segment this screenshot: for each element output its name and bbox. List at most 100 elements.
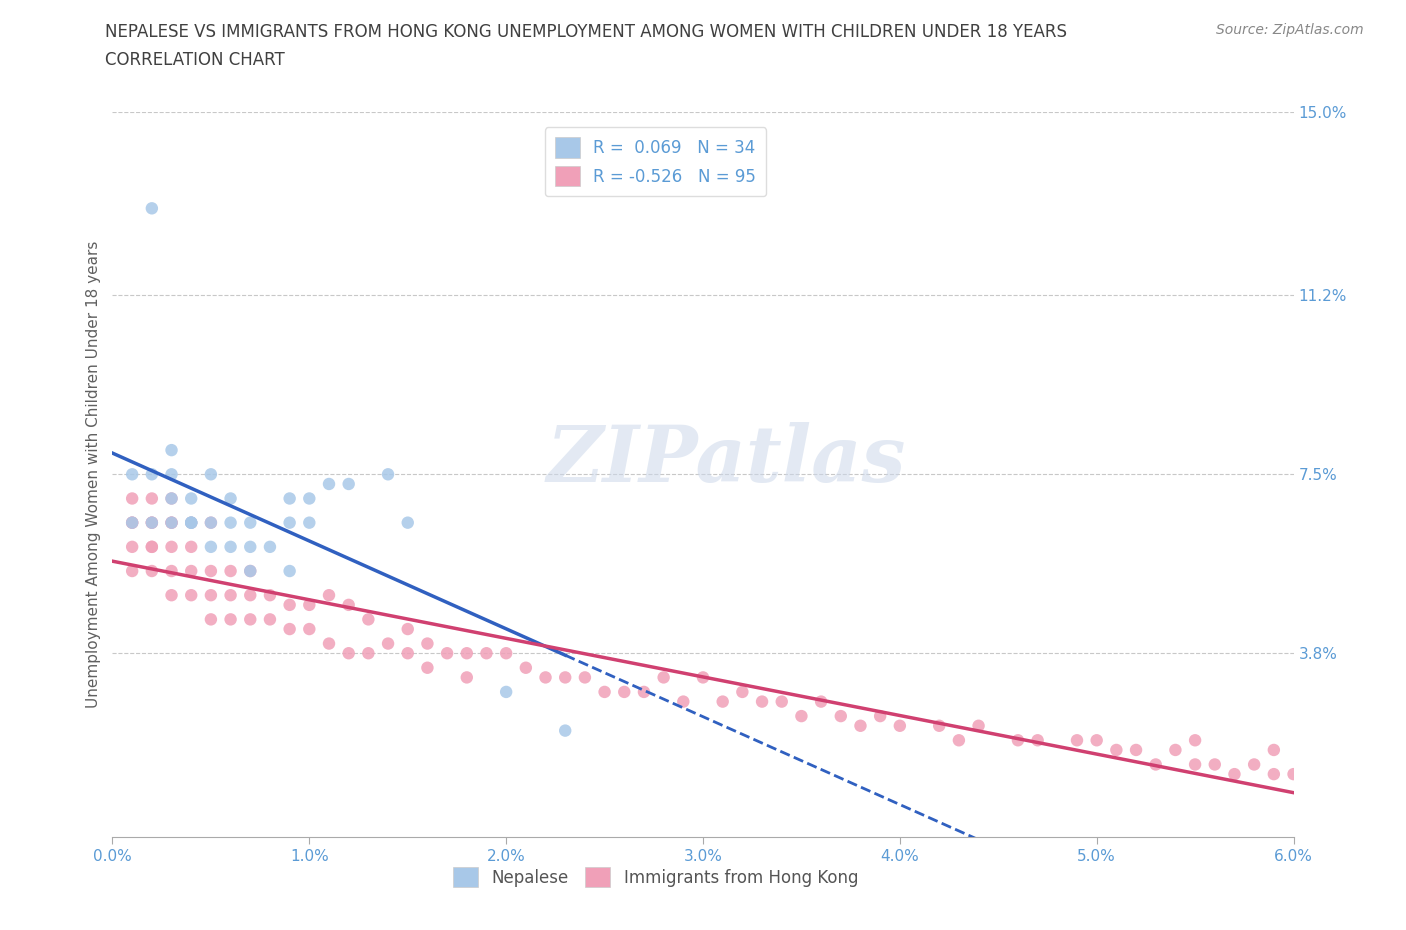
Point: [377, 467, 399, 482]
Point: [731, 684, 754, 699]
Point: [456, 645, 478, 660]
Point: [219, 539, 242, 554]
Point: [141, 467, 163, 482]
Point: [1066, 733, 1088, 748]
Point: [121, 515, 143, 530]
Point: [200, 515, 222, 530]
Y-axis label: Unemployment Among Women with Children Under 18 years: Unemployment Among Women with Children U…: [86, 241, 101, 708]
Point: [180, 564, 202, 578]
Point: [239, 564, 262, 578]
Point: [180, 491, 202, 506]
Point: [160, 467, 183, 482]
Point: [219, 564, 242, 578]
Point: [160, 515, 183, 530]
Point: [1105, 742, 1128, 757]
Point: [141, 201, 163, 216]
Point: [239, 612, 262, 627]
Point: [318, 636, 340, 651]
Text: Source: ZipAtlas.com: Source: ZipAtlas.com: [1216, 23, 1364, 37]
Point: [121, 539, 143, 554]
Point: [239, 539, 262, 554]
Point: [574, 670, 596, 684]
Point: [1085, 733, 1108, 748]
Point: [160, 515, 183, 530]
Point: [830, 709, 852, 724]
Point: [416, 660, 439, 675]
Point: [436, 645, 458, 660]
Point: [121, 467, 143, 482]
Point: [160, 491, 183, 506]
Point: [121, 515, 143, 530]
Point: [1125, 742, 1147, 757]
Text: CORRELATION CHART: CORRELATION CHART: [105, 51, 285, 69]
Point: [1184, 757, 1206, 772]
Point: [180, 588, 202, 603]
Point: [672, 694, 695, 709]
Point: [1282, 766, 1305, 781]
Point: [121, 491, 143, 506]
Point: [1243, 757, 1265, 772]
Point: [416, 636, 439, 651]
Point: [121, 564, 143, 578]
Text: ZIPatlas: ZIPatlas: [547, 421, 907, 498]
Point: [554, 670, 576, 684]
Point: [1263, 766, 1285, 781]
Point: [219, 588, 242, 603]
Point: [141, 491, 163, 506]
Point: [869, 709, 891, 724]
Point: [141, 515, 163, 530]
Point: [1184, 733, 1206, 748]
Point: [475, 645, 498, 660]
Point: [278, 597, 301, 612]
Point: [219, 612, 242, 627]
Point: [790, 709, 813, 724]
Point: [180, 539, 202, 554]
Point: [318, 476, 340, 491]
Point: [396, 515, 419, 530]
Point: [357, 645, 380, 660]
Point: [1302, 766, 1324, 781]
Point: [692, 670, 714, 684]
Point: [515, 660, 537, 675]
Point: [160, 491, 183, 506]
Point: [180, 515, 202, 530]
Point: [337, 645, 360, 660]
Point: [160, 443, 183, 458]
Point: [219, 491, 242, 506]
Point: [239, 588, 262, 603]
Point: [298, 597, 321, 612]
Point: [318, 588, 340, 603]
Point: [1223, 766, 1246, 781]
Point: [298, 515, 321, 530]
Point: [554, 724, 576, 738]
Point: [141, 515, 163, 530]
Point: [141, 539, 163, 554]
Point: [751, 694, 773, 709]
Point: [278, 621, 301, 636]
Point: [770, 694, 793, 709]
Point: [278, 564, 301, 578]
Point: [141, 564, 163, 578]
Point: [239, 515, 262, 530]
Point: [1263, 742, 1285, 757]
Point: [160, 564, 183, 578]
Point: [1341, 781, 1364, 796]
Point: [121, 515, 143, 530]
Point: [495, 645, 517, 660]
Point: [534, 670, 557, 684]
Point: [810, 694, 832, 709]
Point: [396, 621, 419, 636]
Point: [357, 612, 380, 627]
Point: [849, 718, 872, 733]
Point: [180, 515, 202, 530]
Point: [160, 588, 183, 603]
Point: [298, 621, 321, 636]
Point: [259, 588, 281, 603]
Point: [180, 515, 202, 530]
Point: [652, 670, 675, 684]
Point: [200, 467, 222, 482]
Point: [200, 588, 222, 603]
Point: [239, 564, 262, 578]
Point: [200, 564, 222, 578]
Point: [613, 684, 636, 699]
